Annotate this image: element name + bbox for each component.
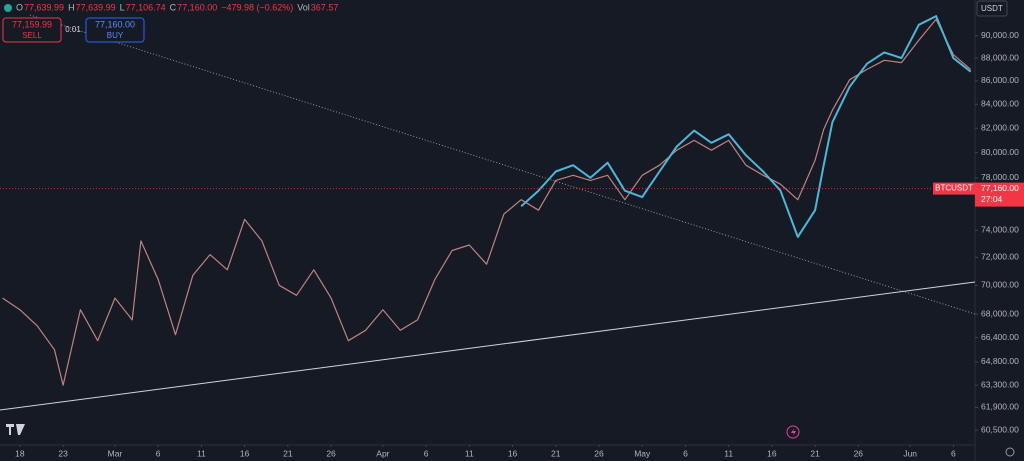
event-icon[interactable]	[786, 425, 800, 439]
price-line	[520, 15, 972, 238]
x-tick-label: 26	[326, 448, 336, 458]
support-line	[0, 281, 976, 411]
y-tick-label: 86,000.00	[981, 75, 1019, 85]
ohlc-key: O	[16, 2, 23, 12]
y-tick-label: 63,300.00	[981, 379, 1019, 389]
x-tick-label: 21	[810, 448, 820, 458]
ohlc-key: C	[170, 2, 177, 12]
ohlc-value: 77,160.00	[177, 2, 217, 12]
y-tick-label: 61,900.00	[981, 402, 1019, 412]
x-tick-label: 11	[465, 448, 474, 458]
x-tick-label: Apr	[376, 448, 389, 458]
sell-button[interactable]	[2, 17, 62, 43]
y-tick-label: 72,000.00	[981, 252, 1019, 262]
y-tick-label: 70,000.00	[981, 280, 1019, 290]
last-price-label: 77,160.00	[981, 183, 1019, 193]
event-icon-bolt	[791, 428, 796, 436]
sell-label: SELL	[22, 31, 42, 40]
price-line	[2, 18, 972, 386]
y-tick-label: 88,000.00	[981, 52, 1019, 62]
x-tick-label: 11	[724, 448, 733, 458]
x-tick-label: 23	[58, 448, 68, 458]
x-tick-label: 21	[551, 448, 561, 458]
x-tick-label: Jun	[903, 448, 917, 458]
x-tick-label: 26	[594, 448, 604, 458]
ohlc-value: 77,639.99	[76, 2, 116, 12]
symbol-tag	[933, 182, 975, 195]
settings-icon[interactable]	[1005, 447, 1015, 457]
change: −479.98 (−0.62%)	[221, 2, 293, 12]
y-tick-label: 82,000.00	[981, 122, 1019, 132]
x-tick-label: 21	[283, 448, 293, 458]
y-tick-label: 80,000.00	[981, 147, 1019, 157]
y-tick-label: 60,500.00	[981, 424, 1019, 434]
countdown: 27:04	[981, 194, 1003, 204]
y-tick-label: 68,000.00	[981, 308, 1019, 318]
y-tick-label: 74,000.00	[981, 224, 1019, 234]
symbol: BTCUSDT	[935, 184, 973, 193]
y-tick-label: 64,800.00	[981, 356, 1019, 366]
vol-key: Vol	[297, 2, 310, 12]
x-tick-label: 6	[951, 448, 956, 458]
sell-price: 77,159.99	[12, 19, 52, 29]
spread: 0.01	[65, 25, 81, 34]
currency: USDT	[981, 4, 1003, 13]
x-tick-label: 16	[767, 448, 777, 458]
x-tick-label: 11	[197, 448, 206, 458]
buy-price: 77,160.00	[95, 19, 135, 29]
x-tick-label: 26	[854, 448, 864, 458]
x-tick-label: 18	[15, 448, 25, 458]
x-tick-label: 6	[424, 448, 429, 458]
price-tag	[975, 182, 1024, 207]
x-tick-label: Mar	[108, 448, 123, 458]
logo	[6, 424, 25, 435]
buy-label: BUY	[107, 31, 124, 40]
y-tick-label: 66,400.00	[981, 332, 1019, 342]
vol-value: 367.57	[311, 2, 339, 12]
x-tick-label: 6	[156, 448, 161, 458]
x-tick-label: 16	[240, 448, 250, 458]
ohlc-value: 77,639.99	[24, 2, 64, 12]
plot	[2, 15, 972, 386]
buy-button[interactable]	[85, 17, 145, 43]
ohlc-key: L	[120, 2, 125, 12]
x-tick-label: 6	[683, 448, 688, 458]
y-tick-label: 78,000.00	[981, 172, 1019, 182]
ohlc: O 77,639.99 H 77,639.99 L 77,106.74 C 77,160.00…	[16, 2, 338, 12]
x-tick-label: May	[634, 448, 651, 458]
ohlc-value: 77,106.74	[126, 2, 166, 12]
trend-line	[29, 14, 976, 315]
status-dot	[4, 4, 12, 12]
y-tick-label: 84,000.00	[981, 99, 1019, 109]
x-tick-label: 16	[508, 448, 518, 458]
ohlc-key: H	[68, 2, 75, 12]
y-tick-label: 90,000.00	[981, 30, 1019, 40]
currency-box[interactable]	[976, 0, 1008, 17]
